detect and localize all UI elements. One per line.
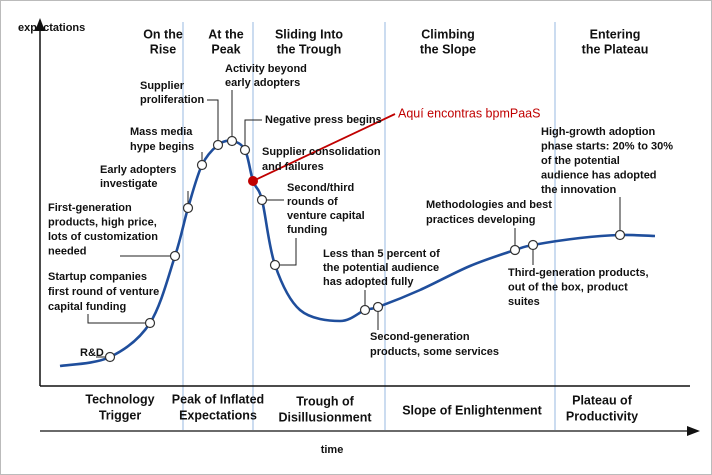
- curve-point: [169, 250, 181, 262]
- phase-header: Rise: [150, 42, 176, 56]
- x-axis-label: time: [321, 444, 344, 456]
- annotation: the innovation: [541, 184, 616, 196]
- curve-point: [226, 135, 238, 147]
- leader-line: [275, 238, 297, 266]
- annotation: has adopted fully: [323, 276, 414, 288]
- annotation: Second-generation: [370, 331, 470, 343]
- annotation: practices developing: [426, 214, 535, 226]
- annotation: products, some services: [370, 346, 499, 358]
- curve-point: [212, 139, 224, 151]
- annotation: Supplier consolidation: [262, 146, 381, 158]
- phase-name: Trigger: [99, 408, 142, 422]
- curve-point: [527, 239, 539, 251]
- phase-name: Trough of: [296, 394, 354, 408]
- annotation: funding: [287, 224, 327, 236]
- phase-name: Slope of Enlightenment: [402, 403, 542, 417]
- annotation: suites: [508, 296, 540, 308]
- annotation: Supplier: [140, 80, 185, 92]
- callout: Aquí encontras bpmPaaS: [398, 106, 540, 120]
- annotation: R&D: [80, 347, 104, 359]
- phase-header: At the: [208, 27, 243, 41]
- callout-dot: [248, 176, 258, 186]
- annotation: and failures: [262, 161, 324, 173]
- callout-line: [252, 113, 396, 182]
- curve-point: [182, 202, 194, 214]
- phase-header: Peak: [211, 42, 240, 56]
- annotation: Mass media: [130, 126, 193, 138]
- phase-header: the Trough: [277, 42, 342, 56]
- leaders: [87, 90, 621, 358]
- annotation: First-generation: [48, 202, 132, 214]
- annotation: Second/third: [287, 182, 354, 194]
- annotation: lots of customization: [48, 231, 158, 243]
- phase-name: Disillusionment: [278, 410, 372, 424]
- leader-line: [244, 119, 262, 150]
- annotation: Activity beyond: [225, 63, 307, 75]
- annotation: investigate: [100, 178, 157, 190]
- phase-name: Technology: [85, 392, 154, 406]
- annotation: the potential audience: [323, 262, 439, 274]
- annotation: High-growth adoption: [541, 126, 656, 138]
- curve-point: [359, 304, 371, 316]
- phase-header: the Slope: [420, 42, 476, 56]
- phase-name: Productivity: [566, 409, 638, 423]
- curve-point: [104, 351, 116, 363]
- annotation: first round of venture: [48, 286, 159, 298]
- phase-header: Climbing: [421, 27, 474, 41]
- phase-header: Sliding Into: [275, 27, 343, 41]
- curve-point: [372, 301, 384, 313]
- curve-point: [614, 229, 626, 241]
- annotation: of the potential: [541, 155, 620, 167]
- annotation: Third-generation products,: [508, 267, 649, 279]
- phase-name: Plateau of: [572, 393, 633, 407]
- annotation: capital funding: [48, 301, 126, 313]
- annotation: phase starts: 20% to 30%: [541, 140, 673, 152]
- annotation: venture capital: [287, 210, 365, 222]
- curve-point: [144, 317, 156, 329]
- annotation: Less than 5 percent of: [323, 248, 440, 260]
- annotation: out of the box, product: [508, 281, 628, 293]
- curve-point: [196, 159, 208, 171]
- phase-header: Entering: [590, 27, 641, 41]
- curve-point: [256, 194, 268, 206]
- y-axis-arrow: [35, 18, 45, 31]
- leader-line: [87, 314, 150, 324]
- phase-name: Expectations: [179, 408, 257, 422]
- phase-header: On the: [143, 27, 183, 41]
- annotation: Negative press begins: [265, 114, 382, 126]
- annotation: proliferation: [140, 94, 204, 106]
- curve-point: [509, 244, 521, 256]
- leader-line: [207, 99, 219, 145]
- phase-name: Peak of Inflated: [172, 392, 264, 406]
- annotation: Early adopters: [100, 164, 176, 176]
- annotation: early adopters: [225, 77, 300, 89]
- annotation: Methodologies and best: [426, 199, 552, 211]
- annotation: rounds of: [287, 196, 338, 208]
- time-axis-arrow: [687, 426, 700, 436]
- annotation: needed: [48, 245, 87, 257]
- annotation: Startup companies: [48, 271, 147, 283]
- annotation: hype begins: [130, 141, 194, 153]
- y-axis-label: expectations: [18, 22, 85, 34]
- phase-header: the Plateau: [582, 42, 649, 56]
- curve-point: [269, 259, 281, 271]
- curve-point: [239, 144, 251, 156]
- annotation: products, high price,: [48, 216, 157, 228]
- annotation: audience has adopted: [541, 169, 657, 181]
